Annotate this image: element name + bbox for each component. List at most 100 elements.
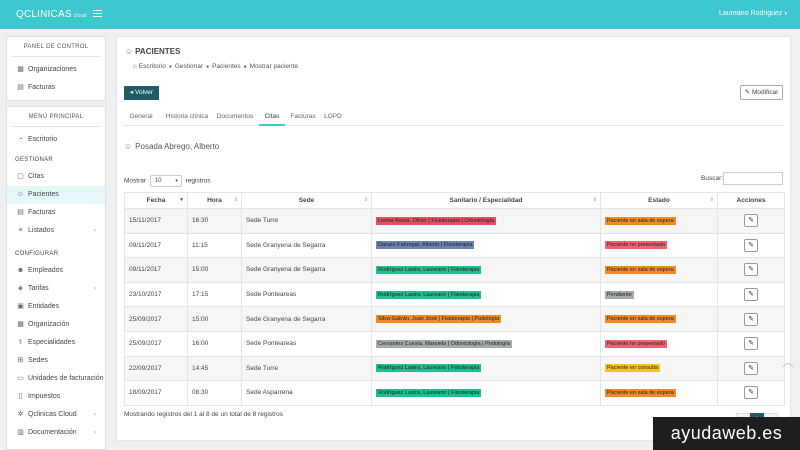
edit-appointment-button[interactable]: ✎ — [744, 337, 758, 351]
cell-sanitario: Lerma Reina, Oliver | Fisioterapia | Odo… — [371, 208, 601, 234]
page-title: ☺ PACIENTES — [125, 47, 180, 56]
back-button[interactable]: ◂ Volver — [124, 86, 159, 100]
chevron-right-icon: › — [94, 430, 96, 436]
calendar-icon: ▢ — [17, 173, 24, 180]
edit-appointment-button[interactable]: ✎ — [744, 288, 758, 302]
gear-icon: ✲ — [17, 411, 24, 418]
cell-sanitario: Cervantes Cuesta, Manuela | Odontología … — [371, 330, 601, 357]
edit-appointment-button[interactable]: ✎ — [744, 214, 758, 228]
edit-appointment-button[interactable]: ✎ — [744, 238, 758, 252]
user-menu[interactable]: Laureano Rodriguez ▾ — [719, 10, 787, 17]
search-input[interactable] — [723, 172, 783, 185]
sidebar-item-tarifas[interactable]: ◈ Tarifas › — [7, 280, 105, 298]
scroll-to-top-icon[interactable]: ︿ — [782, 355, 795, 369]
tab-historia-clinica[interactable]: Historia clínica — [165, 113, 209, 120]
sidebar-item-empleados[interactable]: ☻ Empleados — [7, 262, 105, 280]
sidebar-item-label: Organización — [28, 321, 70, 328]
show-prefix: Mostrar — [124, 177, 147, 185]
sidebar-item-facturas-panel[interactable]: ▤ Facturas — [7, 79, 105, 97]
column-header-sede[interactable]: Sede ⇕ — [241, 192, 372, 209]
arrow-left-icon: ◂ — [129, 89, 134, 96]
list-icon: ≡ — [18, 227, 23, 234]
tab-lopd[interactable]: LOPD — [324, 113, 342, 120]
sanitario-tag: Rodríguez Lastra, Laureano | Fisioterapi… — [376, 388, 482, 397]
edit-appointment-button[interactable]: ✎ — [744, 312, 758, 326]
users-icon: ☻ — [16, 267, 25, 274]
sidebar-item-impuestos[interactable]: ▯ Impuestos — [7, 388, 105, 406]
user-icon: ☺ — [124, 142, 133, 151]
watermark: ayudaweb.es — [653, 417, 800, 450]
sidebar-item-label: Empleados — [28, 267, 64, 274]
page-title-text: PACIENTES — [135, 47, 181, 56]
sort-icon: ⇕ — [363, 197, 368, 203]
status-badge: Paciente en sala de espera — [605, 315, 676, 324]
sidebar-item-documentacion[interactable]: ▥ Documentación › — [7, 424, 105, 442]
invoice-icon: ▤ — [17, 84, 24, 91]
sidebar-item-organizacion[interactable]: ▦ Organización — [7, 316, 105, 334]
control-panel-box: PANEL DE CONTROL ▦ Organizaciones ▤ Factur… — [6, 36, 106, 101]
cell-sede: Sede Asparrena — [241, 380, 372, 406]
table-row: 22/09/2017 14:45 Sede Turre Rodríguez La… — [124, 355, 785, 382]
cell-fecha: 09/11/2017 — [124, 232, 188, 259]
sidebar-item-unidades[interactable]: ▭ Unidades de facturación — [7, 370, 105, 388]
cell-sanitario: Rodríguez Lastra, Laureano | Fisioterapi… — [371, 355, 601, 382]
chevron-right-icon: › — [94, 286, 96, 292]
cell-fecha: 09/11/2017 — [124, 257, 188, 283]
page-length-control: Mostrar 10 ▾ registros — [124, 175, 211, 187]
pencil-icon: ✎ — [748, 291, 754, 299]
sidebar-item-sedes[interactable]: ⊞ Sedes — [7, 352, 105, 370]
table-row: 15/11/2017 16:30 Sede Turre Lerma Reina,… — [124, 208, 785, 234]
table-row: 09/11/2017 11:15 Sede Granyena de Segarr… — [124, 232, 785, 259]
menu-toggle-icon[interactable] — [93, 10, 102, 17]
sidebar-item-facturas[interactable]: ▤ Facturas — [7, 204, 105, 222]
status-badge: Paciente en sala de espera — [605, 388, 676, 397]
sidebar-item-pacientes[interactable]: ☺ Pacientes — [7, 186, 105, 204]
sidebar-item-organizaciones[interactable]: ▦ Organizaciones — [7, 61, 105, 79]
cell-hora: 16:30 — [187, 208, 242, 234]
brand-logo[interactable]: QCLINICAS cloud — [16, 9, 87, 20]
header-label: Sede — [298, 197, 315, 204]
patient-name-text: Posada Abrego, Alberto — [135, 142, 220, 151]
page-length-select[interactable]: 10 ▾ — [149, 175, 182, 187]
sidebar-item-label: Unidades de facturación — [28, 375, 104, 382]
breadcrumb-pacientes[interactable]: Pacientes — [212, 63, 241, 70]
building-icon: ▦ — [17, 66, 24, 73]
column-header-estado[interactable]: Estado ⇕ — [600, 192, 718, 209]
header-label: Hora — [207, 197, 222, 204]
table-row: 23/10/2017 17:15 Sede Ponteareas Rodrígu… — [124, 281, 785, 308]
edit-button[interactable]: ✎ Modificar — [740, 85, 783, 100]
tab-citas[interactable]: Citas — [259, 108, 285, 126]
sidebar-item-label: Qclinicas Cloud — [28, 411, 77, 418]
sidebar-item-listados[interactable]: ≡ Listados › — [7, 222, 105, 240]
header-label: Fecha — [146, 197, 166, 204]
brand-sub: cloud — [73, 13, 87, 19]
sanitario-tag: Rodríguez Lastra, Laureano | Fisioterapi… — [376, 290, 482, 299]
cell-hora: 14:45 — [187, 355, 242, 382]
column-header-fecha[interactable]: Fecha ▼ — [124, 192, 188, 209]
edit-appointment-button[interactable]: ✎ — [744, 263, 758, 277]
edit-appointment-button[interactable]: ✎ — [744, 361, 758, 375]
breadcrumb-escritorio[interactable]: Escritorio — [138, 63, 166, 70]
sidebar-item-escritorio[interactable]: ◔ Escritorio — [7, 131, 105, 149]
cell-acciones: ✎ — [717, 380, 785, 406]
sidebar-item-entidades[interactable]: ▣ Entidades — [7, 298, 105, 316]
column-header-hora[interactable]: Hora ⇕ — [187, 192, 242, 209]
sidebar-item-label: Entidades — [28, 303, 60, 310]
sidebar-item-especialidades[interactable]: ⚕ Especialidades — [7, 334, 105, 352]
table-row: 18/09/2017 08:30 Sede Asparrena Rodrígue… — [124, 380, 785, 406]
tab-general[interactable]: General — [129, 113, 153, 120]
folder-icon: ▭ — [17, 375, 24, 382]
tab-facturas[interactable]: Facturas — [290, 113, 316, 120]
cell-sede: Sede Turre — [241, 208, 372, 234]
sidebar-item-citas[interactable]: ▢ Citas — [7, 168, 105, 186]
breadcrumb-gestionar[interactable]: Gestionar — [174, 63, 204, 70]
chevron-right-icon: › — [94, 412, 96, 418]
tab-documentos[interactable]: Documentos — [216, 113, 254, 120]
table-row: 25/09/2017 16:00 Sede Ponteareas Cervant… — [124, 330, 785, 357]
column-header-sanitario[interactable]: Sanitario / Especialidad ⇕ — [371, 192, 601, 209]
sidebar-item-qclinicas-cloud[interactable]: ✲ Qclinicas Cloud › — [7, 406, 105, 424]
cell-sede: Sede Granyena de Segarra — [241, 232, 372, 259]
edit-appointment-button[interactable]: ✎ — [744, 386, 758, 400]
section-gestionar: GESTIONAR — [15, 157, 54, 163]
user-icon: ☺ — [125, 47, 134, 56]
